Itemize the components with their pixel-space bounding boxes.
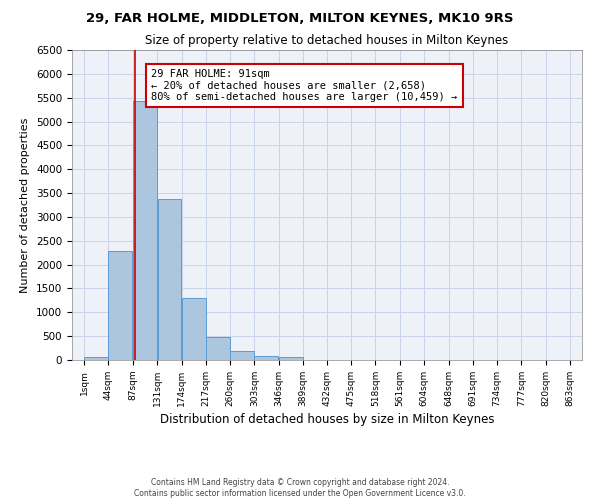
Bar bbox=[182, 298, 206, 360]
Bar bbox=[133, 100, 157, 360]
Bar bbox=[230, 350, 254, 360]
Title: Size of property relative to detached houses in Milton Keynes: Size of property relative to detached ho… bbox=[145, 34, 509, 48]
Y-axis label: Number of detached properties: Number of detached properties bbox=[20, 118, 31, 292]
Bar bbox=[278, 357, 302, 360]
Bar bbox=[109, 252, 133, 360]
Bar bbox=[84, 356, 108, 360]
Bar bbox=[254, 356, 278, 360]
Bar bbox=[206, 336, 230, 360]
Bar bbox=[158, 199, 181, 360]
Text: 29 FAR HOLME: 91sqm
← 20% of detached houses are smaller (2,658)
80% of semi-det: 29 FAR HOLME: 91sqm ← 20% of detached ho… bbox=[151, 69, 457, 102]
Text: 29, FAR HOLME, MIDDLETON, MILTON KEYNES, MK10 9RS: 29, FAR HOLME, MIDDLETON, MILTON KEYNES,… bbox=[86, 12, 514, 26]
X-axis label: Distribution of detached houses by size in Milton Keynes: Distribution of detached houses by size … bbox=[160, 413, 494, 426]
Text: Contains HM Land Registry data © Crown copyright and database right 2024.
Contai: Contains HM Land Registry data © Crown c… bbox=[134, 478, 466, 498]
